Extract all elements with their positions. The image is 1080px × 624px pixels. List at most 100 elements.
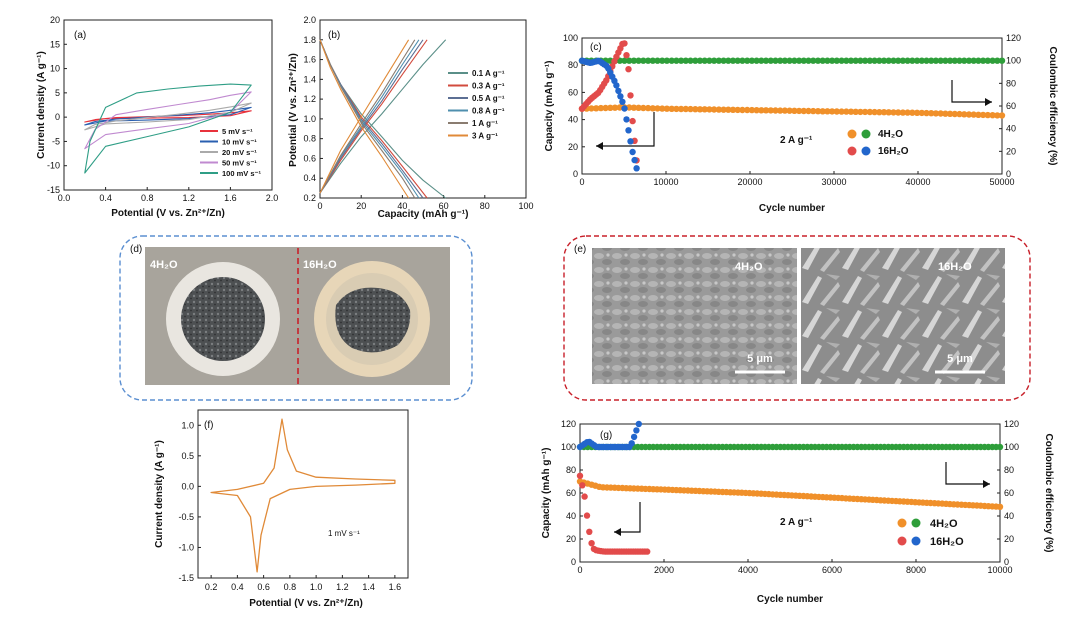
- panel-b-discharge-curve: [319, 39, 447, 199]
- panel-c-y-tick-label: 80: [568, 60, 578, 70]
- panel-b-discharge-curve: [319, 39, 410, 199]
- panel-c-data-point: [602, 104, 609, 112]
- panel-g-y-right-tick-label: 40: [1004, 511, 1014, 521]
- panel-c-data-point: [635, 104, 642, 112]
- panel-c-y-right-tick-label: 100: [1006, 56, 1021, 66]
- panel-c-y-right-tick-label: 20: [1006, 146, 1016, 156]
- panel-c-data-point: [762, 107, 770, 114]
- panel-c-data-point: [644, 104, 652, 112]
- panel-b-y-tick-label: 1.6: [303, 55, 316, 65]
- panel-c-data-point: [866, 57, 874, 64]
- panel-b-discharge-curve: [319, 39, 416, 199]
- panel-c-data-point: [633, 165, 640, 172]
- panel-b-y-tick-label: 0.4: [303, 173, 316, 183]
- panel-c-data-point: [739, 57, 746, 64]
- panel-c-data-point: [753, 107, 760, 114]
- panel-c-data-point: [833, 108, 840, 115]
- panel-c-data-point: [673, 57, 680, 64]
- panel-f-y-tick-label: -1.5: [178, 573, 194, 583]
- panel-g-y-right-tick-label: 0: [1004, 557, 1009, 567]
- panel-c-data-point: [946, 110, 954, 118]
- panel-c-data-point: [904, 57, 911, 64]
- panel-c-data-point: [725, 57, 732, 64]
- panel-c-data-point: [951, 57, 958, 64]
- panel-c-arrow-left: [596, 112, 655, 147]
- panel-c-data-point: [876, 57, 883, 64]
- panel-c-data-point: [649, 105, 656, 112]
- panel-g-legend-marker-blue: [911, 536, 921, 546]
- panel-c-data-point: [692, 106, 699, 113]
- panel-c-data-point: [979, 111, 987, 119]
- panel-b-y-tick-label: 0.2: [303, 193, 316, 203]
- panel-c-data-point: [687, 57, 694, 64]
- sem-image-4h2o: [592, 248, 797, 384]
- panel-c-data-point: [871, 57, 878, 64]
- panel-b-discharge-curve: [319, 39, 424, 199]
- panel-a-cv-curve: [84, 91, 252, 150]
- panel-d-label: (d): [130, 244, 142, 255]
- panel-a-x-tick-label: 1.6: [224, 193, 237, 203]
- panel-g-y-axis-title: Capacity (mAh g⁻¹): [541, 448, 552, 539]
- panel-c-data-point: [627, 92, 634, 99]
- panel-c-data-point: [890, 109, 897, 116]
- panel-c-data-point: [654, 57, 661, 64]
- panel-c-data-point: [629, 117, 636, 125]
- panel-c-data-point: [852, 108, 859, 116]
- panel-c-data-point: [663, 105, 671, 112]
- panel-a-y-axis-title: Current density (A g⁻¹): [36, 51, 47, 159]
- panel-g-x-tick-label: 10000: [987, 565, 1012, 575]
- panel-c-data-point: [635, 57, 642, 64]
- panel-a-y-tick-label: 5: [55, 88, 60, 98]
- panel-c-data-point: [994, 57, 1001, 64]
- panel-c-data-point: [725, 106, 732, 113]
- panel-a-legend-label: 5 mV s⁻¹: [222, 127, 253, 136]
- panel-c-data-point: [791, 57, 798, 64]
- panel-c-data-point: [880, 57, 888, 64]
- panel-b-y-tick-label: 1.8: [303, 35, 316, 45]
- panel-c-data-point: [701, 57, 708, 64]
- panel-c-data-point: [847, 57, 855, 64]
- panel-a-x-tick-label: 0.4: [99, 193, 112, 203]
- panel-g-y-tick-label: 0: [571, 557, 576, 567]
- panel-b-y-tick-label: 1.2: [303, 94, 316, 104]
- panel-c-data-point: [979, 57, 987, 64]
- panel-c-legend-marker-orange: [847, 129, 857, 139]
- panel-g-x-axis-title: Cycle number: [757, 594, 823, 605]
- panel-c-data-point: [828, 108, 836, 115]
- panel-c-y-right-tick-label: 40: [1006, 124, 1016, 134]
- panel-e-label: (e): [574, 244, 586, 255]
- panel-c-data-point: [909, 109, 916, 116]
- panel-c-data-point: [696, 106, 704, 113]
- panel-c-data-point: [668, 105, 675, 113]
- panel-g-data-point: [586, 528, 593, 535]
- panel-c-data-point: [951, 110, 958, 118]
- panel-c-x-tick-label: 30000: [821, 177, 846, 187]
- panel-c-data-point: [734, 106, 741, 114]
- panel-c-data-point: [710, 106, 718, 113]
- panel-g-y-tick-label: 120: [561, 419, 576, 429]
- panel-g-y-right-tick-label: 100: [1004, 442, 1019, 452]
- panel-c-y-tick-label: 40: [568, 115, 578, 125]
- panel-b-y-tick-label: 1.4: [303, 74, 316, 84]
- panel-c-data-point: [989, 112, 996, 119]
- panel-c-data-point: [772, 57, 779, 64]
- panel-g-x-tick-label: 6000: [822, 565, 842, 575]
- panel-c-data-point: [810, 57, 817, 64]
- panel-c-arrow-left-head: [596, 142, 603, 150]
- panel-g-x-tick-label: 4000: [738, 565, 758, 575]
- panel-c-data-point: [795, 107, 803, 115]
- panel-b-label: (b): [328, 30, 340, 41]
- panel-c-data-point: [623, 52, 630, 59]
- panel-a-plot-frame: [63, 19, 273, 191]
- panel-c-data-point: [819, 57, 826, 64]
- panel-g-data-point: [581, 493, 588, 500]
- panel-c-data-point: [994, 112, 1001, 119]
- panel-c-data-point: [777, 57, 784, 64]
- panel-b-charge-curve: [319, 39, 424, 194]
- panel-c-data-point: [961, 57, 968, 64]
- panel-b-x-tick-label: 80: [480, 201, 490, 211]
- panel-g-legend-marker-green: [911, 518, 921, 528]
- panel-c-cycling-chart: (c) 0 10000 20000 30000 40000 500001008060402…: [544, 33, 1058, 214]
- panel-c-data-point: [876, 109, 883, 116]
- panel-c-data-point: [956, 57, 963, 64]
